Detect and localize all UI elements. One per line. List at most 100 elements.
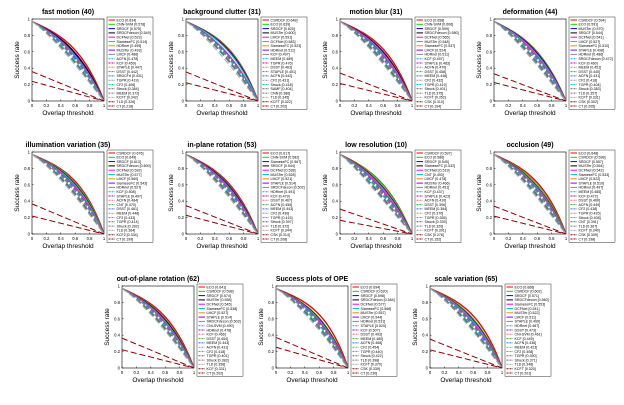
y-tick-label: 0.2 [24,215,30,220]
series-line [275,288,349,369]
legend-entry: Struck [0.418] [271,83,293,87]
series-line [31,80,105,102]
y-axis-label: Success rate [322,174,329,212]
legend-entry: CSK [0.310] [425,100,444,104]
series-line [493,21,567,102]
series-line [31,21,105,102]
legend-entry: TGPR [0.476] [271,61,293,65]
legend-entry: SRDCF [0.620] [271,27,295,31]
legend-entry: TLD [0.364] [117,229,136,233]
series-line [185,21,259,102]
legend-entry: DCFNet [0.541] [515,307,540,311]
legend-entry: TGPR [0.404] [579,83,601,87]
legend-entry: SRDCF [0.574] [207,294,231,298]
legend-entry: DSST [0.473] [515,328,537,332]
legend-entry: ECO [0.666] [515,285,535,289]
series-line [339,21,413,102]
plot-frame [429,285,503,369]
y-tick-label: 0.4 [422,333,428,338]
series-line [31,21,105,102]
series-line [429,288,503,369]
legend-entry: ACFN [0.484] [117,199,139,203]
y-tick-label: 0.4 [114,333,120,338]
x-tick-label: 0.2 [43,236,49,241]
series-line [31,153,105,235]
y-tick-label: 1 [28,150,31,155]
legend-entry: STAPLE [0.423] [425,194,451,198]
y-tick-label: 0.8 [114,300,120,305]
x-tick-label: 0.4 [456,370,462,375]
series-line [339,21,413,102]
legend-entry: KCF [0.472] [579,194,598,198]
series-line [185,154,259,235]
y-tick-label: 0.8 [178,166,184,171]
series-line [185,154,259,235]
series-line [185,154,259,235]
x-tick-label: 0.8 [87,236,93,241]
series-line [493,21,567,102]
legend-entry: CF2 [0.370] [425,212,444,216]
x-tick-label: 0 [121,370,124,375]
series-line [185,21,259,102]
legend-entry: LMCF [0.527] [579,40,601,44]
y-tick-label: 0.6 [486,182,492,187]
series-line [275,288,349,369]
chart-title: low resolution (10) [345,142,407,149]
y-tick-label: 0.4 [332,66,338,71]
legend-entry: SiameseFC [0.510] [579,44,610,48]
series-line [185,21,259,102]
legend-entry: MEEM [0.451] [579,66,602,70]
series-line [185,21,259,102]
legend-entry: CT [0.208] [271,237,288,241]
legend-entry: HDRnet [0.491] [271,190,296,194]
legend-entry: ACFN [0.470] [425,66,447,70]
y-tick-label: 0.2 [422,349,428,354]
series-line [185,21,259,102]
legend-entry: CSRDCF [0.598] [207,290,234,294]
legend-entry: MUSTer [0.577] [117,173,142,177]
legend-entry: MEEM [0.372] [117,91,140,95]
series-line [275,288,349,369]
legend-entry: Struck [0.408] [579,216,601,220]
series-line [31,21,105,102]
y-tick-label: 0.2 [332,215,338,220]
x-tick-label: 0.6 [162,370,168,375]
series-line [493,82,567,102]
legend-entry: CSK [0.302] [579,100,598,104]
series-line [121,288,195,369]
legend-entry: CNN-SVM [0.582] [271,156,300,160]
legend-entry: CSK [0.276] [425,233,444,237]
series-line [185,21,259,102]
x-tick-label: 0.8 [549,236,555,241]
legend-entry: CT [0.194] [425,104,442,108]
legend-entry: CNI-SVM [0.461] [515,333,542,337]
series-line [429,288,503,369]
series-line [339,21,413,102]
series-line [185,154,259,235]
plot-frame [31,151,105,235]
legend-entry: SRDCF [0.599] [425,27,449,31]
legend-entry: TLD [0.367] [579,224,598,228]
x-tick-label: 0 [185,103,188,108]
legend-entry: HDRnet [0.486] [579,53,604,57]
x-tick-label: 0.8 [87,103,93,108]
legend-entry: SRDCFdecon [0.472] [579,57,613,61]
legend-entry: TGPR [0.425] [579,212,601,216]
legend-entry: KCFT [0.322] [271,100,292,104]
chart-panel: background clutter (31) 0 0.2 0.4 0.6 0.8 1 0 0.… [168,9,308,117]
series-line [185,21,259,102]
series-line [339,21,413,102]
x-tick-label: 0 [339,236,342,241]
x-tick-label: 0 [185,236,188,241]
legend-entry: KCFT [0.342] [117,96,138,100]
x-tick-label: 0.4 [520,236,526,241]
legend-entry: CT [0.205] [579,104,596,108]
legend-entry: SiameseFC [0.543] [117,181,148,185]
chart-panel: illumination variation (35) 0 0.2 0.4 0.6 0.8… [14,142,154,250]
chart-panel: scale variation (65) 0 0.2 0.4 0.6 0.8 1 0 0.2 0.… [412,276,552,384]
legend-entry: CSRDCF [0.648] [271,18,298,22]
legend-entry: MEEM [0.443] [207,341,230,345]
series-line [493,215,567,235]
legend-entry: CSRDCF [0.597] [425,151,452,155]
series-line [429,288,503,369]
